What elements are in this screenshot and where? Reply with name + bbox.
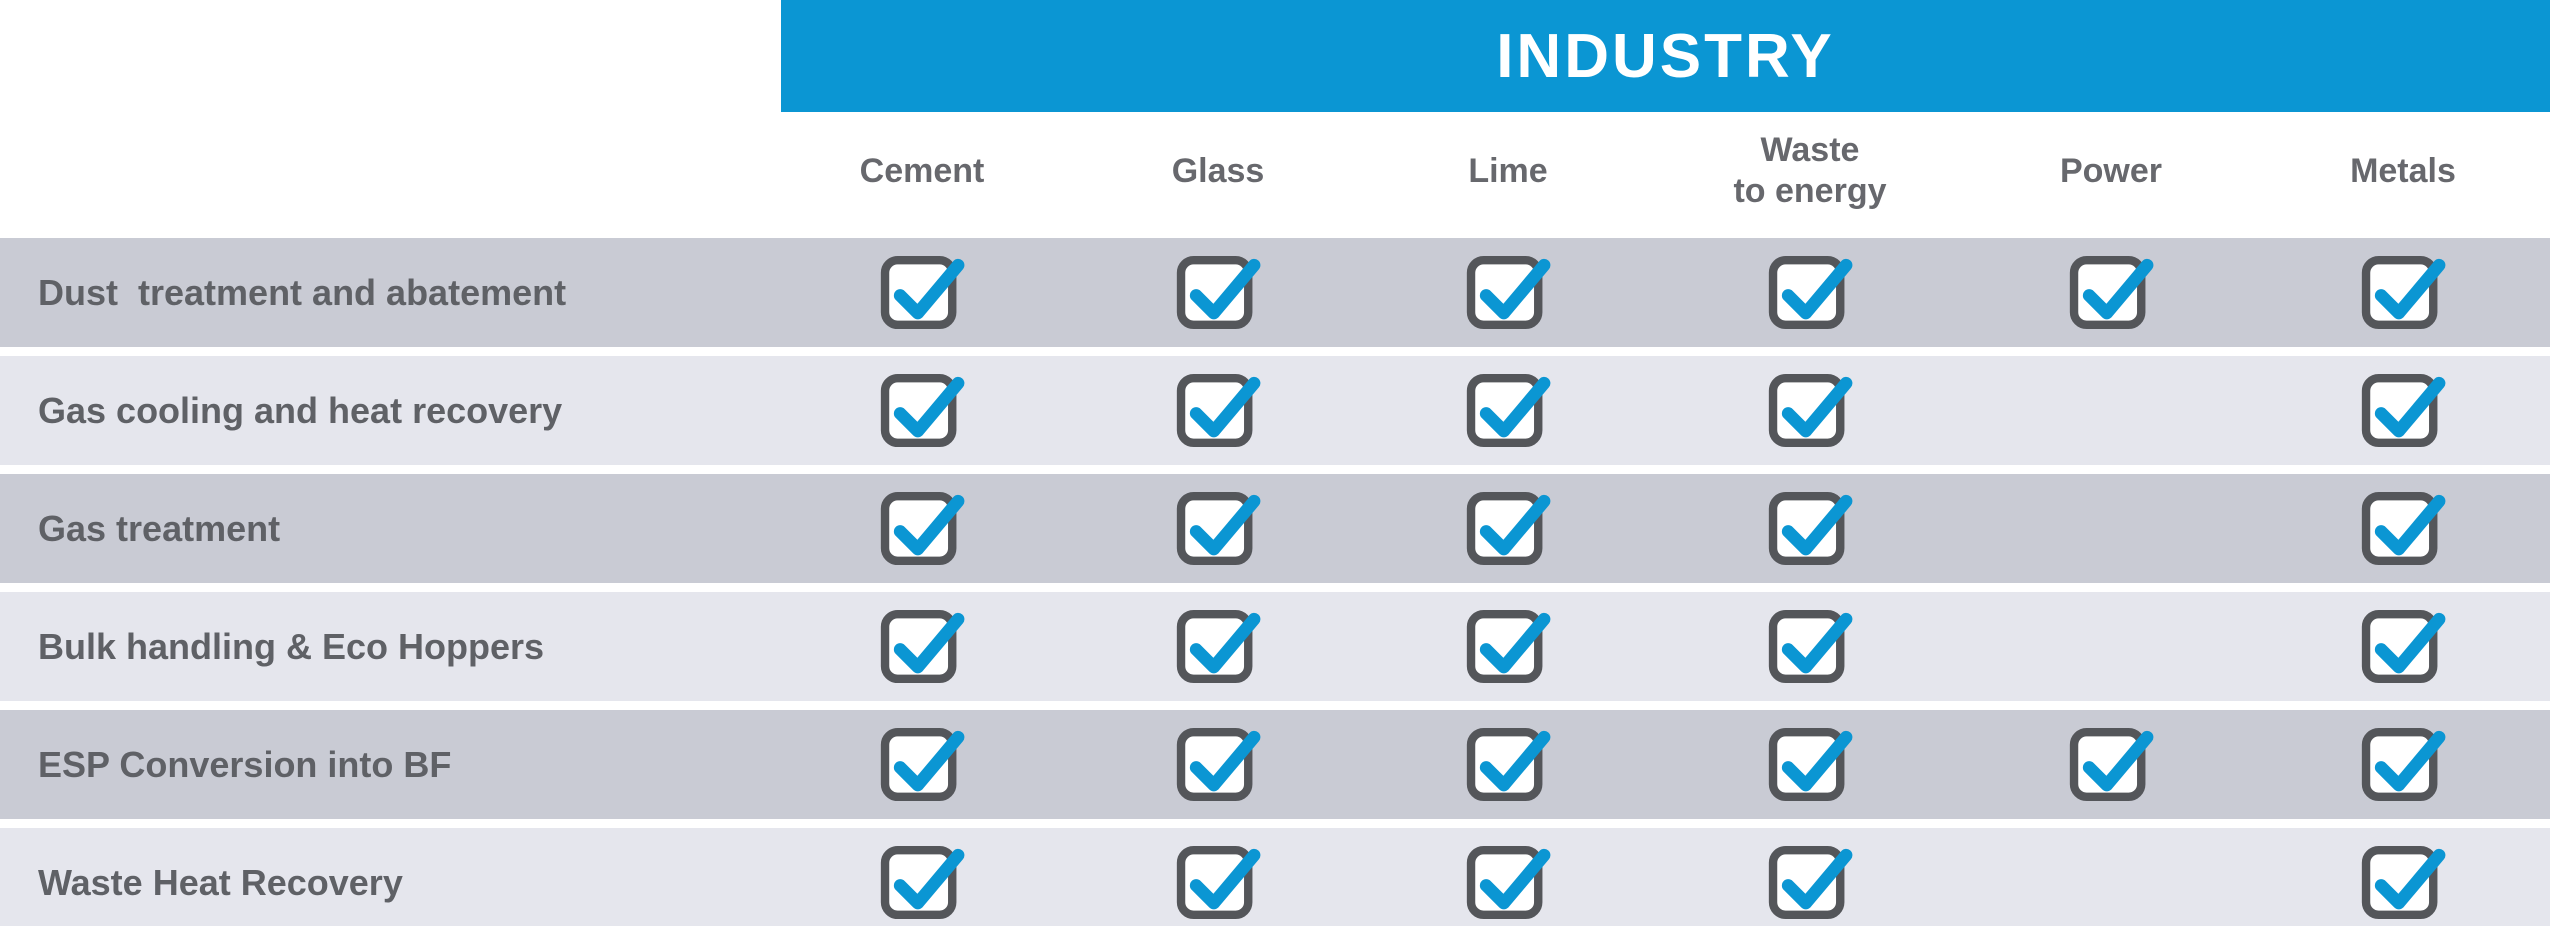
checkmark-icon	[1768, 370, 1853, 451]
checkmark-icon	[2361, 370, 2446, 451]
checkmark-icon	[1768, 606, 1853, 687]
column-header-cement: Cement	[859, 151, 985, 190]
checkmark-icon	[880, 606, 965, 687]
checkmark-icon	[880, 724, 965, 805]
checkmark-icon	[1466, 252, 1551, 333]
checkmark-icon	[1466, 488, 1551, 569]
checkmark-icon	[880, 488, 965, 569]
table-row: Gas cooling and heat recovery	[0, 356, 2550, 465]
checkmark-icon	[1176, 370, 1261, 451]
table-row: Dust treatment and abatement	[0, 238, 2550, 347]
checkmark-icon	[1768, 724, 1853, 805]
table-row: Waste Heat Recovery	[0, 828, 2550, 926]
checkmark-icon	[2069, 724, 2154, 805]
checkmark-icon	[1176, 252, 1261, 333]
checkmark-icon	[2361, 488, 2446, 569]
checkmark-icon	[1466, 606, 1551, 687]
checkmark-icon	[1466, 370, 1551, 451]
table-row: Gas treatment	[0, 474, 2550, 583]
table-row: Bulk handling & Eco Hoppers	[0, 592, 2550, 701]
checkmark-icon	[2069, 252, 2154, 333]
table-row: ESP Conversion into BF	[0, 710, 2550, 819]
checkmark-icon	[1176, 488, 1261, 569]
checkmark-icon	[2361, 606, 2446, 687]
checkmark-icon	[1768, 488, 1853, 569]
checkmark-icon	[1176, 724, 1261, 805]
column-header-waste-to-energy: Waste to energy	[1733, 131, 1887, 210]
checkmark-icon	[1768, 842, 1853, 923]
checkmark-icon	[880, 252, 965, 333]
row-label: Gas cooling and heat recovery	[38, 389, 563, 431]
row-label: Dust treatment and abatement	[38, 271, 567, 313]
checkmark-icon	[1466, 724, 1551, 805]
row-label: Waste Heat Recovery	[38, 861, 403, 903]
industry-header-banner: INDUSTRY	[781, 0, 2550, 112]
checkmark-icon	[2361, 724, 2446, 805]
column-header-glass: Glass	[1171, 151, 1265, 190]
industry-title: INDUSTRY	[1496, 21, 1835, 91]
checkmark-icon	[1466, 842, 1551, 923]
column-header-lime: Lime	[1468, 151, 1548, 190]
row-label: Gas treatment	[38, 507, 281, 549]
row-label: ESP Conversion into BF	[38, 743, 452, 785]
checkmark-icon	[1768, 252, 1853, 333]
checkmark-icon	[1176, 606, 1261, 687]
checkmark-icon	[2361, 252, 2446, 333]
checkmark-icon	[880, 370, 965, 451]
checkmark-icon	[880, 842, 965, 923]
checkmark-icon	[2361, 842, 2446, 923]
checkmark-icon	[1176, 842, 1261, 923]
column-header-metals: Metals	[2350, 151, 2456, 190]
row-label: Bulk handling & Eco Hoppers	[38, 625, 545, 667]
column-header-power: Power	[2059, 151, 2163, 190]
